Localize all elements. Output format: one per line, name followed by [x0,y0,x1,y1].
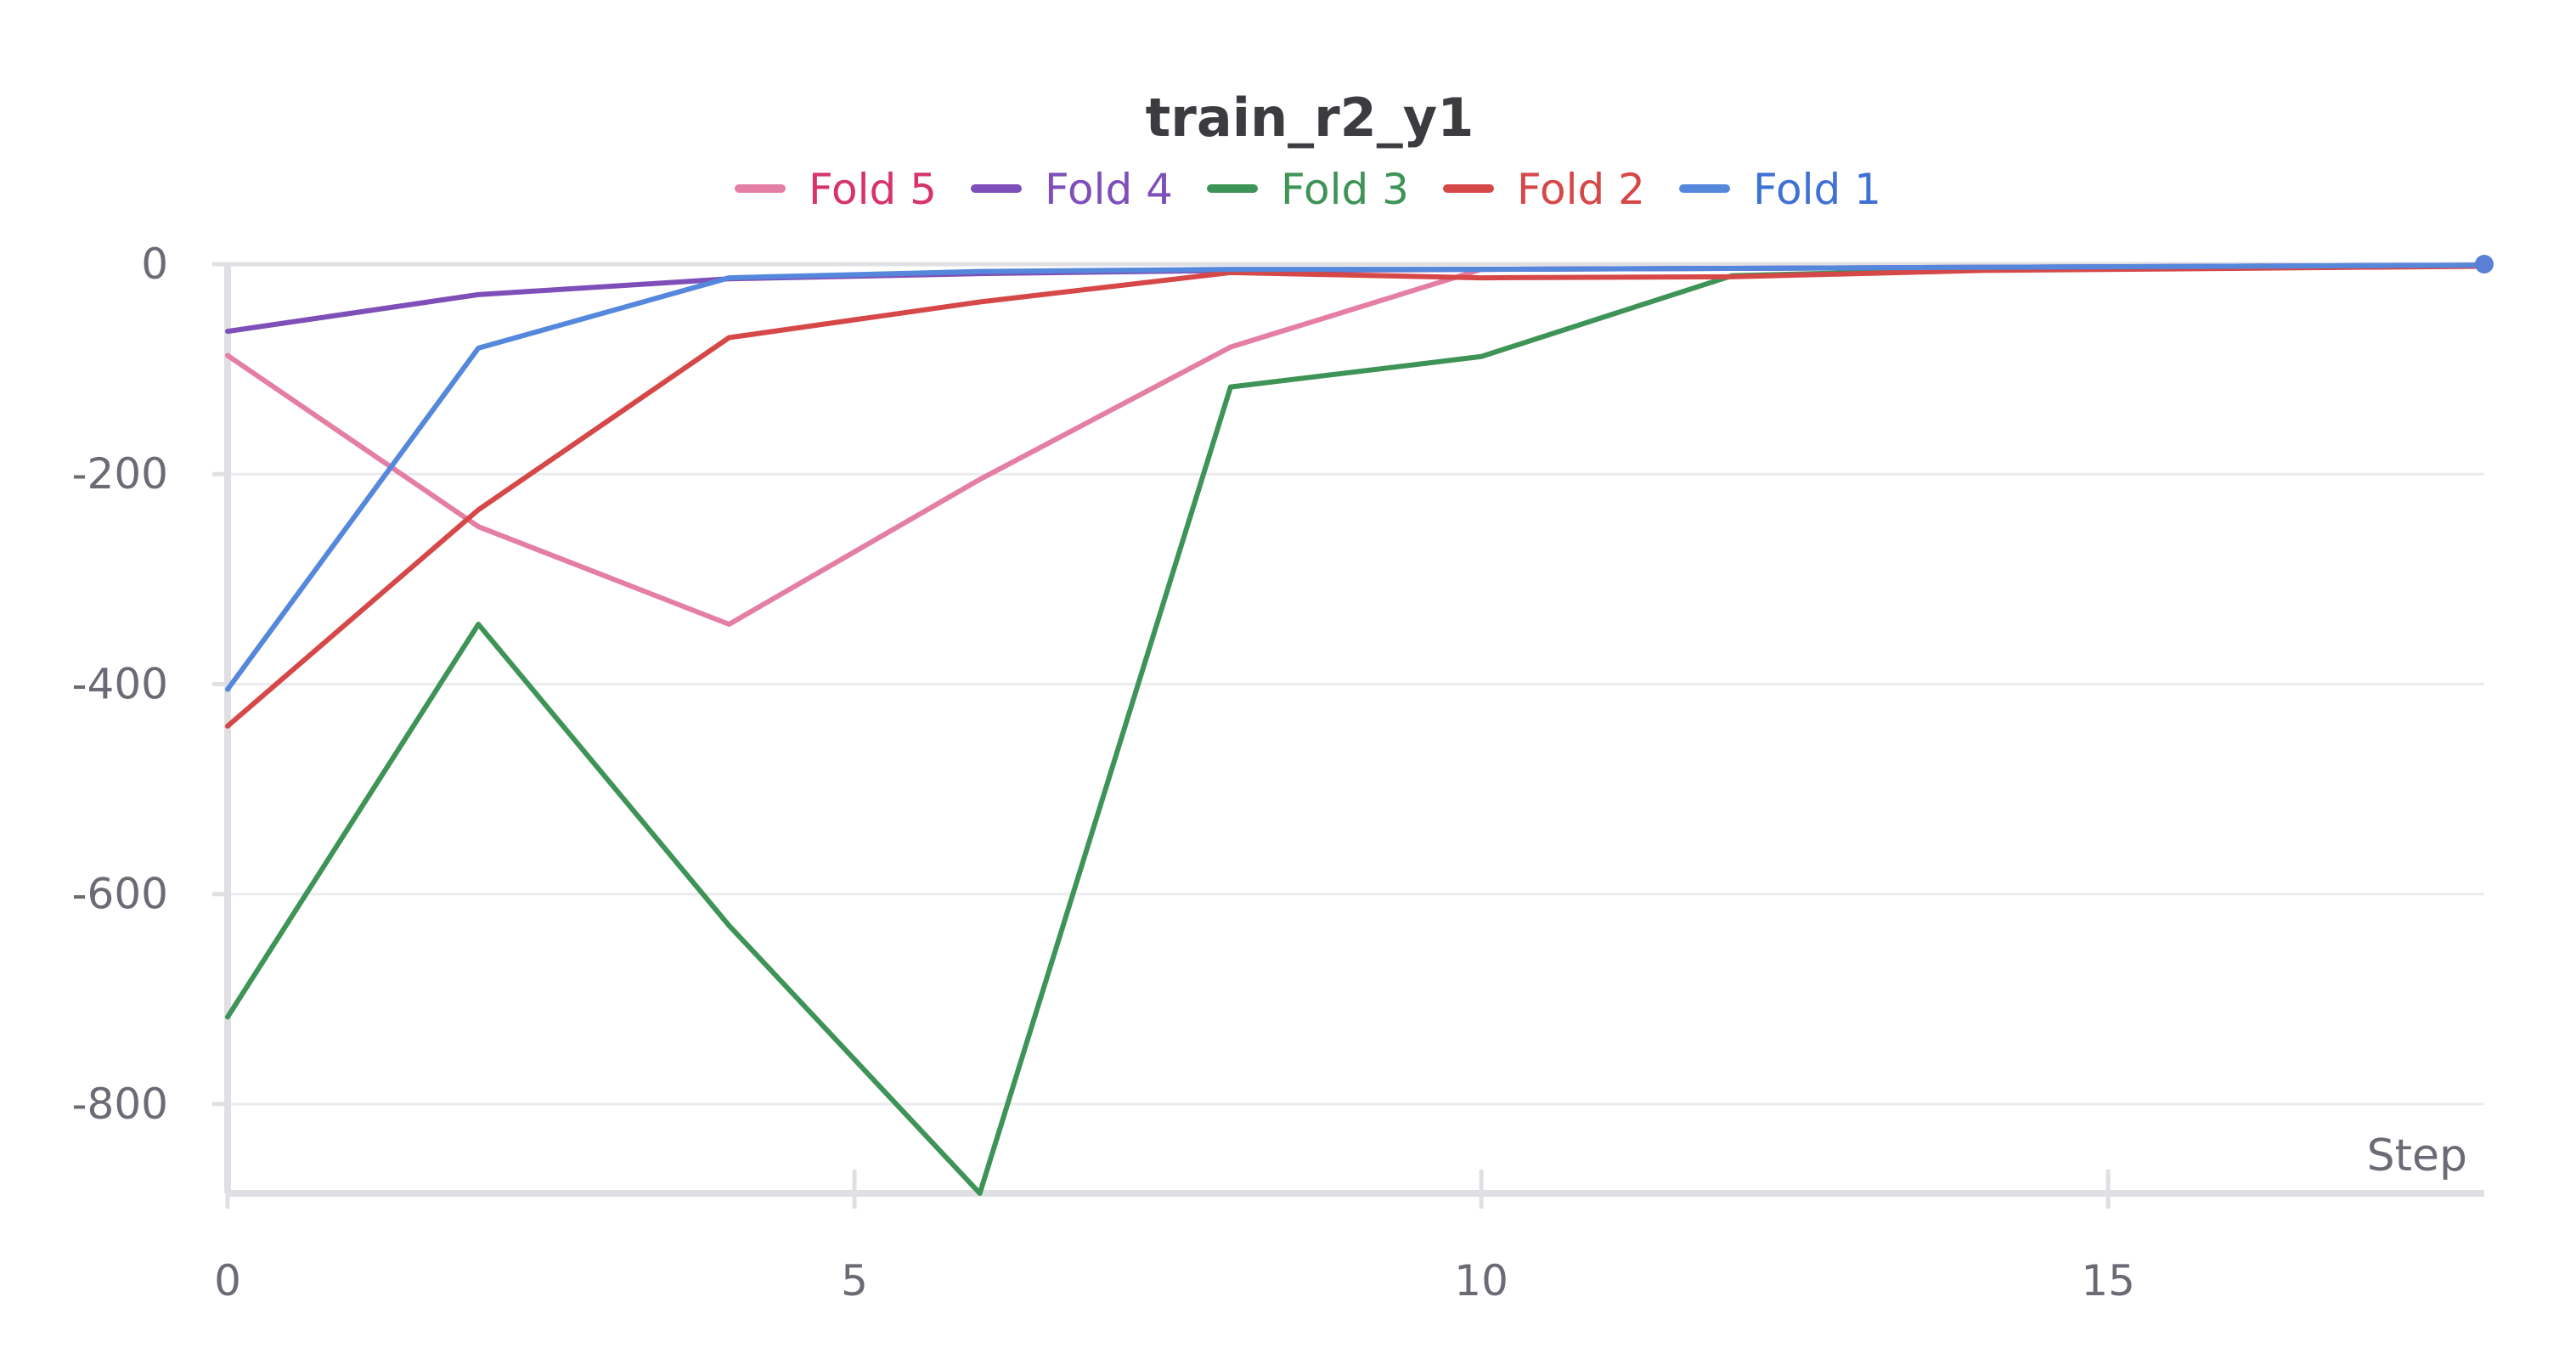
legend-label-2: Fold 3 [1281,165,1409,214]
legend-label-4: Fold 1 [1753,165,1881,214]
x-tick-label-3: 15 [2081,1256,2135,1305]
series-line-fold-1 [225,262,2487,692]
y-tick-label-3: -600 [72,870,168,919]
grid [228,472,2484,1106]
series-line-fold-5 [225,262,2487,628]
y-tick-label-1: -200 [72,449,168,499]
x-tick-label-1: 5 [841,1256,868,1305]
y-tick-label-0: 0 [141,240,168,289]
legend: Fold 5 Fold 4 Fold 3 Fold 2 Fold 1 [735,165,1881,214]
series-line-fold-3 [225,262,2487,1196]
x-axis-label: Step [2367,1130,2467,1181]
series-line-fold-2 [225,263,2487,729]
series-end-marker [2475,255,2494,273]
legend-label-0: Fold 5 [809,165,937,214]
x-tick-label-2: 10 [1454,1256,1508,1305]
y-tick-label-4: -800 [72,1080,168,1129]
x-tick-label-0: 0 [214,1256,241,1305]
chart-title: train_r2_y1 [1146,87,1474,149]
legend-label-3: Fold 2 [1517,165,1645,214]
legend-label-1: Fold 4 [1045,165,1173,214]
axes: 0 -200 -400 -600 -800 0 5 10 15 [72,240,2484,1305]
y-tick-label-2: -400 [72,659,168,708]
series-group [225,255,2494,1196]
